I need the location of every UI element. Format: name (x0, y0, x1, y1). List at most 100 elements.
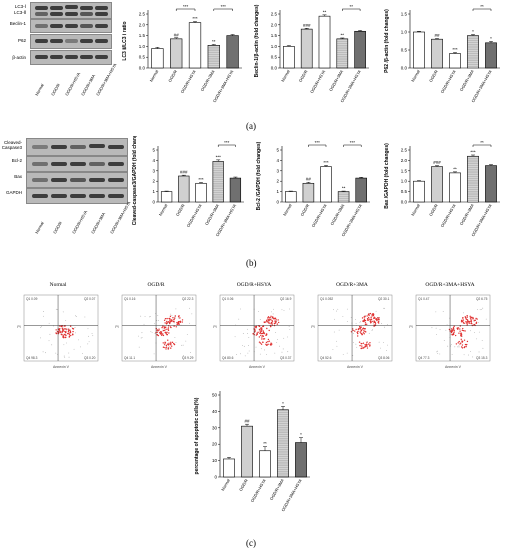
event-dot (172, 317, 174, 319)
outlier-dot (272, 313, 274, 315)
outlier-dot (141, 336, 143, 338)
event-dot (268, 317, 270, 319)
event-dot (173, 318, 175, 321)
outlier-dot (371, 329, 373, 331)
event-dot (166, 331, 168, 333)
event-dot (165, 344, 168, 347)
event-dot (66, 332, 69, 335)
event-dot (456, 327, 459, 329)
chart-apoptotic-cells: 0 10 20 30 40 50 percentage of apoptotic cells… (194, 391, 310, 512)
y-tick-label: 2.0 (139, 22, 146, 27)
outlier-dot (40, 337, 41, 339)
outlier-dot (289, 328, 291, 330)
outlier-dot (73, 348, 75, 350)
quadrant-value: Q1 0.052 (320, 297, 333, 301)
event-dot (364, 346, 366, 348)
event-dot (357, 328, 360, 331)
outlier-dot (248, 350, 250, 352)
event-dot (167, 327, 170, 329)
event-dot (178, 323, 180, 325)
outlier-dot (481, 340, 483, 341)
event-dot (368, 318, 370, 320)
western-blot-gapdh (26, 188, 128, 204)
outlier-dot (55, 352, 57, 354)
event-dot (259, 328, 262, 330)
event-dot (461, 340, 464, 343)
event-dot (59, 325, 61, 327)
event-dot (61, 331, 63, 334)
outlier-dot (242, 345, 243, 346)
event-dot (370, 321, 372, 323)
quadrant-value: Q2 30.1 (378, 297, 390, 301)
event-dot (369, 342, 371, 344)
event-dot (470, 321, 473, 323)
western-blot-cleaved-caspase3 (26, 138, 128, 156)
flow-plot-title: Normal (49, 282, 67, 288)
y-tick-label: 1.5 (139, 33, 146, 38)
outlier-dot (453, 328, 454, 330)
x-tick-label: OGD/R (428, 69, 439, 83)
bar (431, 38, 443, 69)
x-tick-label: OGD/R+3MA (459, 69, 475, 92)
event-dot (360, 342, 362, 345)
outlier-dot (153, 323, 155, 325)
comparison-label: *** (183, 4, 189, 9)
outlier-dot (181, 344, 183, 346)
blot-a-lane-label: OGD/R+3MA+HSYA (95, 62, 118, 97)
outlier-dot (255, 346, 257, 348)
event-dot (451, 328, 453, 330)
panel-b: Cleaved-Caspase3 Bcl-2 Bax GAPDH Normal … (0, 134, 506, 254)
event-dot (458, 340, 460, 343)
event-dot (470, 320, 472, 322)
event-dot (362, 342, 365, 344)
y-tick-label: 0.0 (271, 66, 278, 71)
event-dot (165, 323, 168, 325)
comparison-bracket (342, 8, 361, 11)
event-dot (168, 342, 170, 345)
flow-scatter: Q1 0.16 Q2 22.3 Q3 9.29 Q4 11.1 Annexin V PI (115, 294, 197, 369)
x-tick-label: OGD/R+3MA+HSYA (280, 478, 303, 512)
event-dot (371, 315, 373, 317)
comparison-label: ** (480, 140, 484, 145)
outlier-dot (82, 353, 83, 354)
event-dot (464, 316, 466, 318)
event-dot (71, 327, 74, 330)
quadrant-value: Q4 98.3 (26, 356, 38, 360)
event-dot (366, 315, 368, 317)
event-dot (472, 318, 474, 320)
blot-a-lane-label: Normal (34, 82, 45, 97)
outlier-dot (264, 349, 265, 351)
event-dot (365, 343, 368, 345)
x-axis-label: Annexin V (249, 365, 266, 369)
x-tick-label: OGD/R (299, 203, 310, 217)
event-dot (171, 341, 174, 344)
outlier-dot (63, 344, 65, 346)
event-dot (451, 330, 453, 333)
event-dot (360, 326, 362, 329)
event-dot (466, 323, 469, 325)
event-dot (173, 325, 175, 327)
event-dot (70, 334, 72, 337)
x-tick-label: OGD/R+HSYA (311, 203, 329, 228)
outlier-dot (443, 340, 445, 341)
event-dot (364, 315, 366, 317)
event-dot (363, 319, 366, 321)
western-blot-bax (26, 172, 128, 188)
outlier-dot (64, 356, 66, 358)
outlier-dot (333, 331, 335, 333)
event-dot (159, 331, 162, 333)
outlier-dot (185, 340, 187, 342)
event-dot (361, 347, 364, 349)
outlier-dot (248, 345, 249, 346)
outlier-dot (342, 353, 344, 355)
event-dot (462, 329, 465, 332)
outlier-dot (281, 309, 283, 311)
event-dot (171, 319, 173, 322)
event-dot (460, 346, 463, 348)
western-blot-beta-actin (30, 50, 112, 65)
y-axis-label: PI (311, 325, 314, 329)
event-dot (162, 325, 164, 327)
event-dot (355, 328, 357, 331)
event-dot (156, 331, 158, 334)
y-tick-label: 2.5 (401, 148, 408, 153)
